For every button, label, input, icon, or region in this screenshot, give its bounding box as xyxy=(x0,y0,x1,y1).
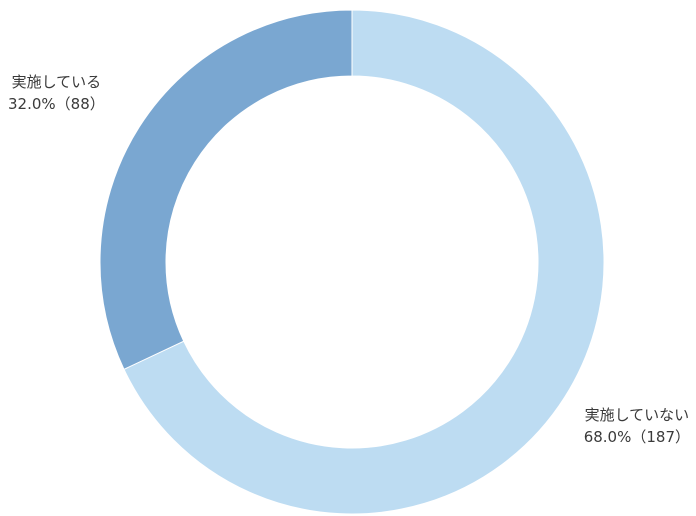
slice-label-implemented-percent: 32.0% xyxy=(8,95,56,113)
donut-slice-implemented xyxy=(99,9,353,370)
slice-label-not-implemented-name: 実施していない xyxy=(584,406,690,424)
slice-label-implemented-count: （88） xyxy=(55,95,105,113)
slice-label-not-implemented-value: 68.0%（187） xyxy=(584,426,690,448)
slice-label-not-implemented-count: （187） xyxy=(631,428,690,446)
slice-label-implemented: 実施している 32.0%（88） xyxy=(8,71,105,115)
slice-label-not-implemented-percent: 68.0% xyxy=(583,428,632,446)
slice-label-implemented-name: 実施している xyxy=(11,73,102,91)
slice-label-not-implemented: 実施していない 68.0%（187） xyxy=(584,404,690,448)
slice-label-implemented-value: 32.0%（88） xyxy=(8,93,105,115)
donut-slice-not-implemented xyxy=(123,9,605,515)
